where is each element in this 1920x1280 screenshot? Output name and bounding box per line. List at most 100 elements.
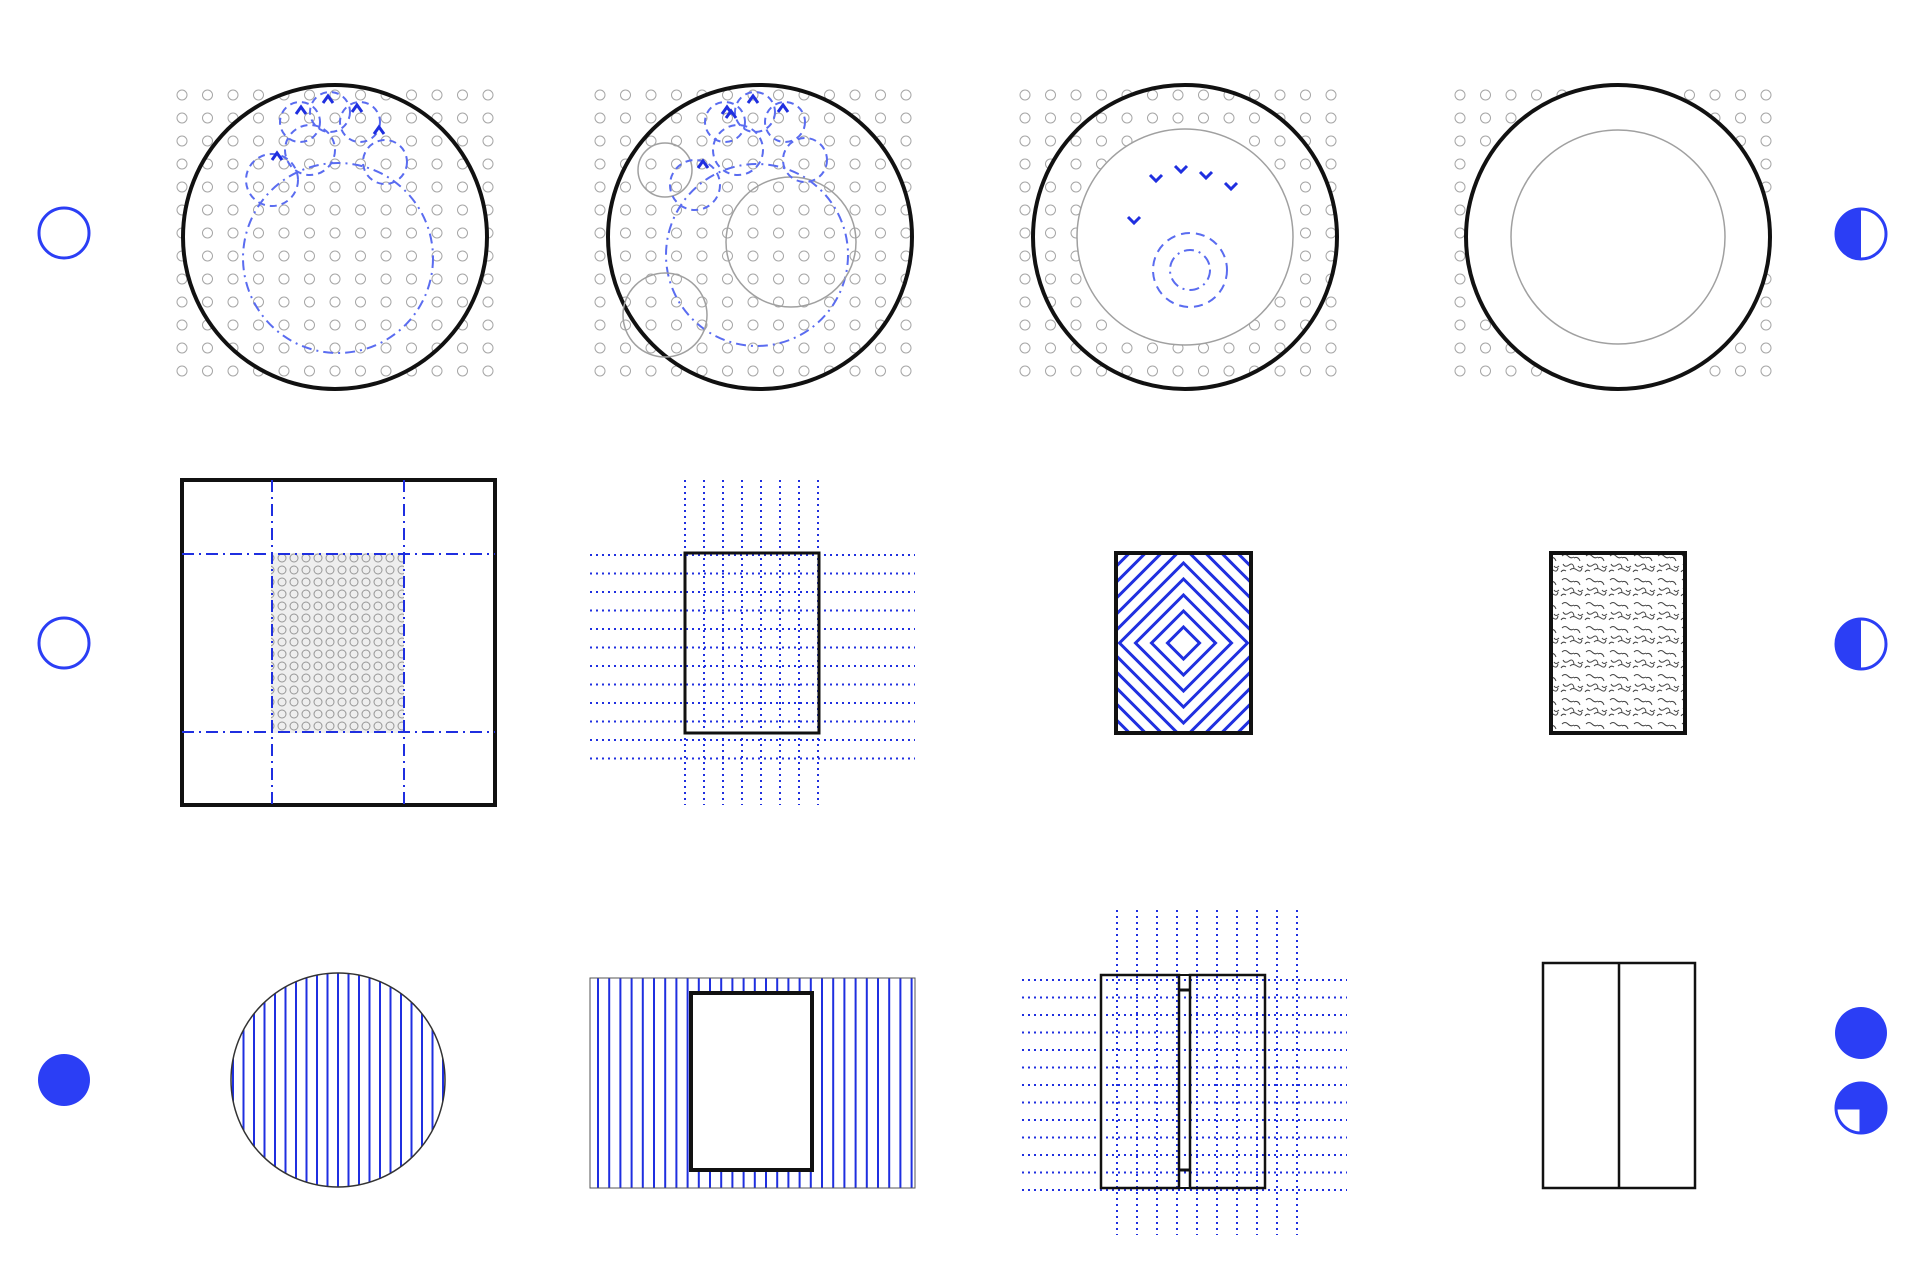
grid-dot — [722, 181, 733, 193]
grid-dot — [278, 112, 290, 124]
grid-dot — [202, 365, 213, 377]
panel6-rectangle-on-dotted-grid — [590, 480, 915, 805]
grid-dot — [696, 227, 708, 239]
grid-dot — [1223, 342, 1235, 354]
grid-dot — [798, 135, 810, 147]
grid-dot — [1325, 342, 1337, 354]
grid-dot — [747, 227, 759, 239]
grid-dot — [645, 319, 657, 331]
grid-dot — [1045, 89, 1056, 101]
grid-dot — [773, 227, 784, 239]
grid-dot — [1198, 89, 1209, 101]
grid-dot — [824, 342, 835, 354]
grid-dot — [1070, 273, 1082, 285]
grid-dot — [875, 365, 886, 377]
grid-dot — [457, 227, 468, 239]
grid-dot — [747, 135, 759, 147]
grid-dot — [176, 135, 188, 147]
grid-dot — [594, 365, 606, 377]
grid-dot — [176, 181, 188, 193]
panel1-circle-plan — [181, 83, 489, 391]
grid-dot — [594, 250, 606, 262]
grid-dot — [253, 296, 264, 308]
grid-dot — [747, 273, 759, 285]
grid-dot — [849, 273, 861, 285]
panel2-dot-grid — [594, 89, 912, 377]
grid-dot — [1274, 342, 1286, 354]
grid-dot — [1172, 365, 1184, 377]
grid-dot — [278, 227, 290, 239]
grid-dot — [406, 135, 417, 147]
grid-dot — [457, 89, 468, 101]
grid-dot — [482, 135, 494, 147]
grid-dot — [875, 227, 886, 239]
grid-dot — [253, 135, 264, 147]
grid-dot — [1760, 158, 1772, 170]
grid-dot — [1454, 342, 1466, 354]
grid-dot — [431, 227, 443, 239]
grid-dot — [875, 250, 886, 262]
grid-dot — [355, 181, 366, 193]
grid-dot — [355, 227, 366, 239]
grid-dot — [1300, 296, 1311, 308]
grid-dot — [380, 227, 392, 239]
grid-dot — [620, 365, 631, 377]
grid-dot — [1300, 250, 1311, 262]
grid-dot — [406, 181, 417, 193]
grid-dot — [594, 227, 606, 239]
grid-dot — [355, 365, 366, 377]
grid-dot — [645, 135, 657, 147]
grid-dot — [355, 204, 366, 216]
grid-dot — [1249, 135, 1260, 147]
grid-dot — [1045, 250, 1056, 262]
grid-dot — [824, 250, 835, 262]
grid-dot — [1045, 365, 1056, 377]
grid-dot — [773, 365, 784, 377]
grid-dot — [482, 112, 494, 124]
grid-dot — [1454, 227, 1466, 239]
panel7-rectangle-with-chevron-hatch — [1114, 551, 1253, 735]
grid-dot — [355, 112, 366, 124]
row3-right-marker-filled-circle-icon — [1835, 1007, 1887, 1059]
grid-dot — [875, 181, 886, 193]
grid-dot — [1325, 296, 1337, 308]
grid-dot — [594, 342, 606, 354]
grid-dot — [900, 365, 912, 377]
grid-dot — [671, 296, 682, 308]
grid-dot — [304, 319, 315, 331]
chevron-hatch-line — [1149, 608, 1218, 678]
grid-dot — [645, 204, 657, 216]
grid-dot — [1300, 365, 1311, 377]
grid-dot — [406, 250, 417, 262]
grid-dot — [304, 181, 315, 193]
grid-dot — [406, 273, 417, 285]
grid-dot — [431, 296, 443, 308]
grid-dot — [1709, 365, 1721, 377]
grid-dot — [1274, 89, 1286, 101]
grid-dot — [1684, 89, 1695, 101]
grid-dot — [431, 273, 443, 285]
grid-dot — [380, 204, 392, 216]
grid-dot — [227, 89, 239, 101]
grid-dot — [253, 342, 264, 354]
grid-dot — [824, 227, 835, 239]
grid-dot — [620, 204, 631, 216]
grid-dot — [875, 112, 886, 124]
grid-dot — [1325, 319, 1337, 331]
grid-dot — [1735, 342, 1746, 354]
grid-dot — [722, 319, 733, 331]
grid-dot — [773, 273, 784, 285]
grid-dot — [355, 296, 366, 308]
grid-dot — [1531, 89, 1542, 101]
grid-dot — [1454, 181, 1466, 193]
grid-dot — [1147, 112, 1158, 124]
grid-dot — [431, 89, 443, 101]
grid-dot — [380, 296, 392, 308]
grid-dot — [1249, 342, 1260, 354]
grid-dot — [1147, 365, 1158, 377]
grid-dot — [798, 296, 810, 308]
row2-left-marker-empty-circle-icon — [37, 616, 91, 670]
grid-dot — [1760, 135, 1772, 147]
grid-dot — [696, 135, 708, 147]
grid-dot — [457, 112, 468, 124]
